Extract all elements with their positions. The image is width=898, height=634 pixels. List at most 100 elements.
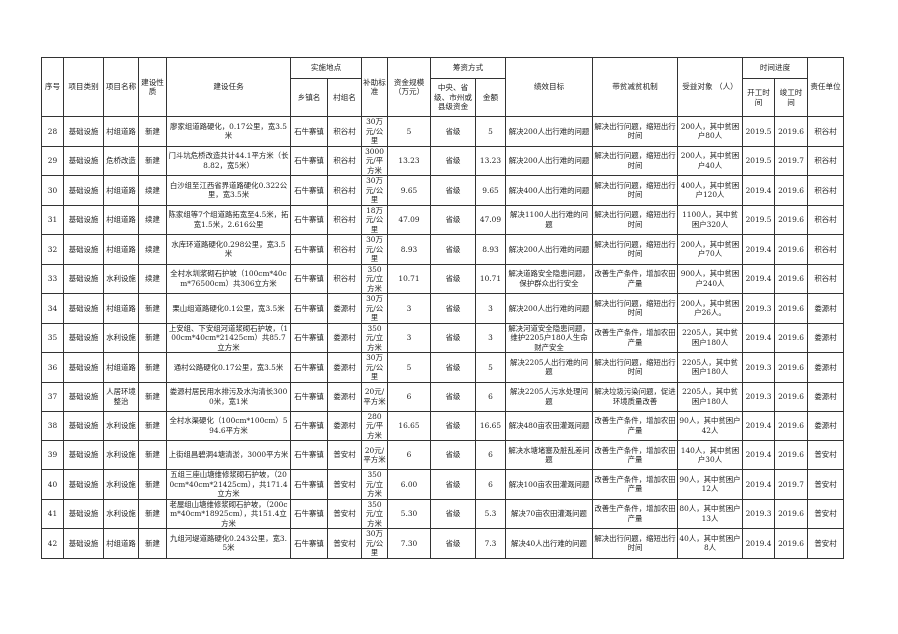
- cell-town: 石牛寨镇: [290, 116, 328, 147]
- cell-subsidy: 18万元/公里: [361, 204, 388, 235]
- cell-town: 石牛寨镇: [290, 528, 328, 559]
- cell-start: 2019.4: [742, 234, 775, 265]
- cell-mechanism: 改善生产条件，增加农田产量: [592, 498, 678, 530]
- cell-mechanism: 解决出行问题，缩短出行时间: [592, 116, 678, 147]
- cell-beneficiaries: 200人，其中贫困户26人。: [677, 293, 743, 324]
- cell-mechanism: 解决出行问题，缩短出行时间: [592, 352, 678, 383]
- cell-index: 28: [41, 116, 64, 147]
- cell-beneficiaries: 2205人，其中贫困户180人: [677, 381, 743, 412]
- cell-start: 2019.4: [742, 175, 775, 206]
- cell-funding-source: 省级: [430, 440, 476, 471]
- cell-task: 白沙组至江西省界道路硬化0.322公里，宽3.5米: [166, 175, 291, 206]
- cell-goal: 解决200人出行难的问题: [505, 293, 593, 324]
- cell-funding-source: 省级: [430, 234, 476, 265]
- cell-task: 水库环道路硬化0.298公里，宽3.5米: [166, 234, 291, 265]
- table-row: 36 基础设施 村组道路 新建 通村公路硬化0.17公里，宽3.5米 石牛寨镇 娄源村 30万…: [41, 352, 844, 383]
- cell-beneficiaries: 90人，其中贫困户42人: [677, 410, 743, 442]
- cell-index: 31: [41, 204, 64, 235]
- cell-start: 2019.4: [742, 322, 775, 353]
- cell-beneficiaries: 90人，其中贫困户12人: [677, 469, 743, 500]
- cell-category: 基础设施: [63, 263, 104, 294]
- cell-category: 基础设施: [63, 381, 104, 412]
- cell-name: 村组道路: [103, 528, 139, 559]
- cell-subsidy: 20元/平方米: [361, 440, 388, 471]
- header-schedule: 时间进度: [742, 57, 808, 79]
- cell-category: 基础设施: [63, 410, 104, 442]
- cell-start: 2019.5: [742, 204, 775, 235]
- cell-amount: 6: [475, 469, 506, 500]
- table-row: 32 基础设施 村组道路 续建 水库环道路硬化0.298公里，宽3.5米 石牛寨镇 积谷村 3…: [41, 234, 844, 265]
- cell-task: 通村公路硬化0.17公里，宽3.5米: [166, 352, 291, 383]
- cell-end: 2019.6: [774, 234, 808, 265]
- cell-village: 娄源村: [327, 381, 362, 412]
- cell-scale: 6: [387, 440, 431, 471]
- cell-funding-source: 省级: [430, 528, 476, 559]
- cell-index: 36: [41, 352, 64, 383]
- header-scale: 资金规模（万元）: [387, 57, 431, 117]
- cell-end: 2019.6: [774, 116, 808, 147]
- cell-village: 普安村: [327, 528, 362, 559]
- header-category: 项目类别: [63, 57, 104, 117]
- cell-task: 上安组、下安组河道浆砌石护坡，（100cm*40cm*21425cm）共85.7…: [166, 322, 291, 353]
- cell-amount: 47.09: [475, 204, 506, 235]
- cell-end: 2019.6: [774, 204, 808, 235]
- header-task: 建设任务: [166, 57, 291, 117]
- cell-village: 娄源村: [327, 410, 362, 442]
- cell-unit: 积谷村: [807, 116, 844, 147]
- cell-village: 积谷村: [327, 145, 362, 176]
- header-goal: 绩效目标: [505, 57, 593, 117]
- project-table: 序号 项目类别 项目名称 建设性质 建设任务 实施地点 补助标准 资金规模（万元…: [41, 57, 844, 559]
- cell-nature: 新建: [138, 145, 167, 176]
- cell-end: 2019.7: [774, 469, 808, 500]
- cell-town: 石牛寨镇: [290, 263, 328, 294]
- cell-beneficiaries: 80人，其中贫困户13人: [677, 498, 743, 530]
- cell-subsidy: 350元/立方米: [361, 469, 388, 500]
- cell-amount: 13.23: [475, 145, 506, 176]
- header-end: 竣工时间: [774, 78, 808, 117]
- cell-name: 水利设施: [103, 410, 139, 442]
- cell-category: 基础设施: [63, 498, 104, 530]
- header-mechanism: 带贫减贫机制: [592, 57, 678, 117]
- table-row: 37 基础设施 人居环境整治 新建 娄源村居民用水排污及水沟清长3000米，宽1米 石牛寨…: [41, 381, 844, 412]
- cell-start: 2019.4: [742, 440, 775, 471]
- cell-subsidy: 350元/立方米: [361, 322, 388, 353]
- cell-task: 全村水渠硬化（100cm*100cm）594.6平方米: [166, 410, 291, 442]
- cell-goal: 解决2205人污水处理问题: [505, 381, 593, 412]
- cell-scale: 6: [387, 381, 431, 412]
- header-start: 开工时间: [742, 78, 775, 117]
- cell-village: 积谷村: [327, 175, 362, 206]
- cell-task: 老屋组山塘维修浆砌石护坡，（200cm*40cm*18925cm），共151.4…: [166, 498, 291, 530]
- table-row: 42 基础设施 村组道路 新建 九组河堤道路硬化0.243公里，宽3.5米 石牛寨镇 普安村…: [41, 528, 844, 559]
- cell-name: 村组道路: [103, 234, 139, 265]
- cell-subsidy: 30万元/公里: [361, 175, 388, 206]
- cell-mechanism: 解决出行问题，缩短出行时间: [592, 204, 678, 235]
- cell-index: 33: [41, 263, 64, 294]
- cell-beneficiaries: 200人，其中贫困户70人: [677, 234, 743, 265]
- cell-goal: 解决200人出行难的问题: [505, 116, 593, 147]
- cell-scale: 6.00: [387, 469, 431, 500]
- cell-unit: 积谷村: [807, 204, 844, 235]
- header-amount: 金额: [475, 78, 506, 117]
- cell-goal: 解决100亩农田灌溉问题: [505, 469, 593, 500]
- cell-village: 娄源村: [327, 322, 362, 353]
- cell-beneficiaries: 900人，其中贫困户240人: [677, 263, 743, 294]
- cell-task: 廖家组道路硬化，0.17公里，宽3.5米: [166, 116, 291, 147]
- cell-task: 五组三座山塘维修浆砌石护坡，（200cm*40cm*21425cm），共171.…: [166, 469, 291, 500]
- cell-task: 陈家组等7个组道路拓宽至4.5米，拓宽1.5米，2.616公里: [166, 204, 291, 235]
- cell-start: 2019.3: [742, 498, 775, 530]
- table-body: 28 基础设施 村组道路 新建 廖家组道路硬化，0.17公里，宽3.5米 石牛寨镇 积谷村 3…: [41, 116, 844, 559]
- cell-scale: 3: [387, 322, 431, 353]
- cell-nature: 新建: [138, 528, 167, 559]
- cell-scale: 3: [387, 293, 431, 324]
- cell-mechanism: 解决出行问题，缩短出行时间: [592, 234, 678, 265]
- cell-beneficiaries: 140人，其中贫困户30人: [677, 440, 743, 471]
- cell-nature: 新建: [138, 116, 167, 147]
- cell-village: 娄源村: [327, 352, 362, 383]
- cell-goal: 解决河道安全隐患问题，维护2205户180人生命财产安全: [505, 322, 593, 353]
- cell-start: 2019.5: [742, 145, 775, 176]
- cell-town: 石牛寨镇: [290, 381, 328, 412]
- table-row: 30 基础设施 村组道路 续建 白沙组至江西省界道路硬化0.322公里，宽3.5米 石牛寨…: [41, 175, 844, 206]
- cell-index: 41: [41, 498, 64, 530]
- cell-name: 村组道路: [103, 116, 139, 147]
- cell-town: 石牛寨镇: [290, 498, 328, 530]
